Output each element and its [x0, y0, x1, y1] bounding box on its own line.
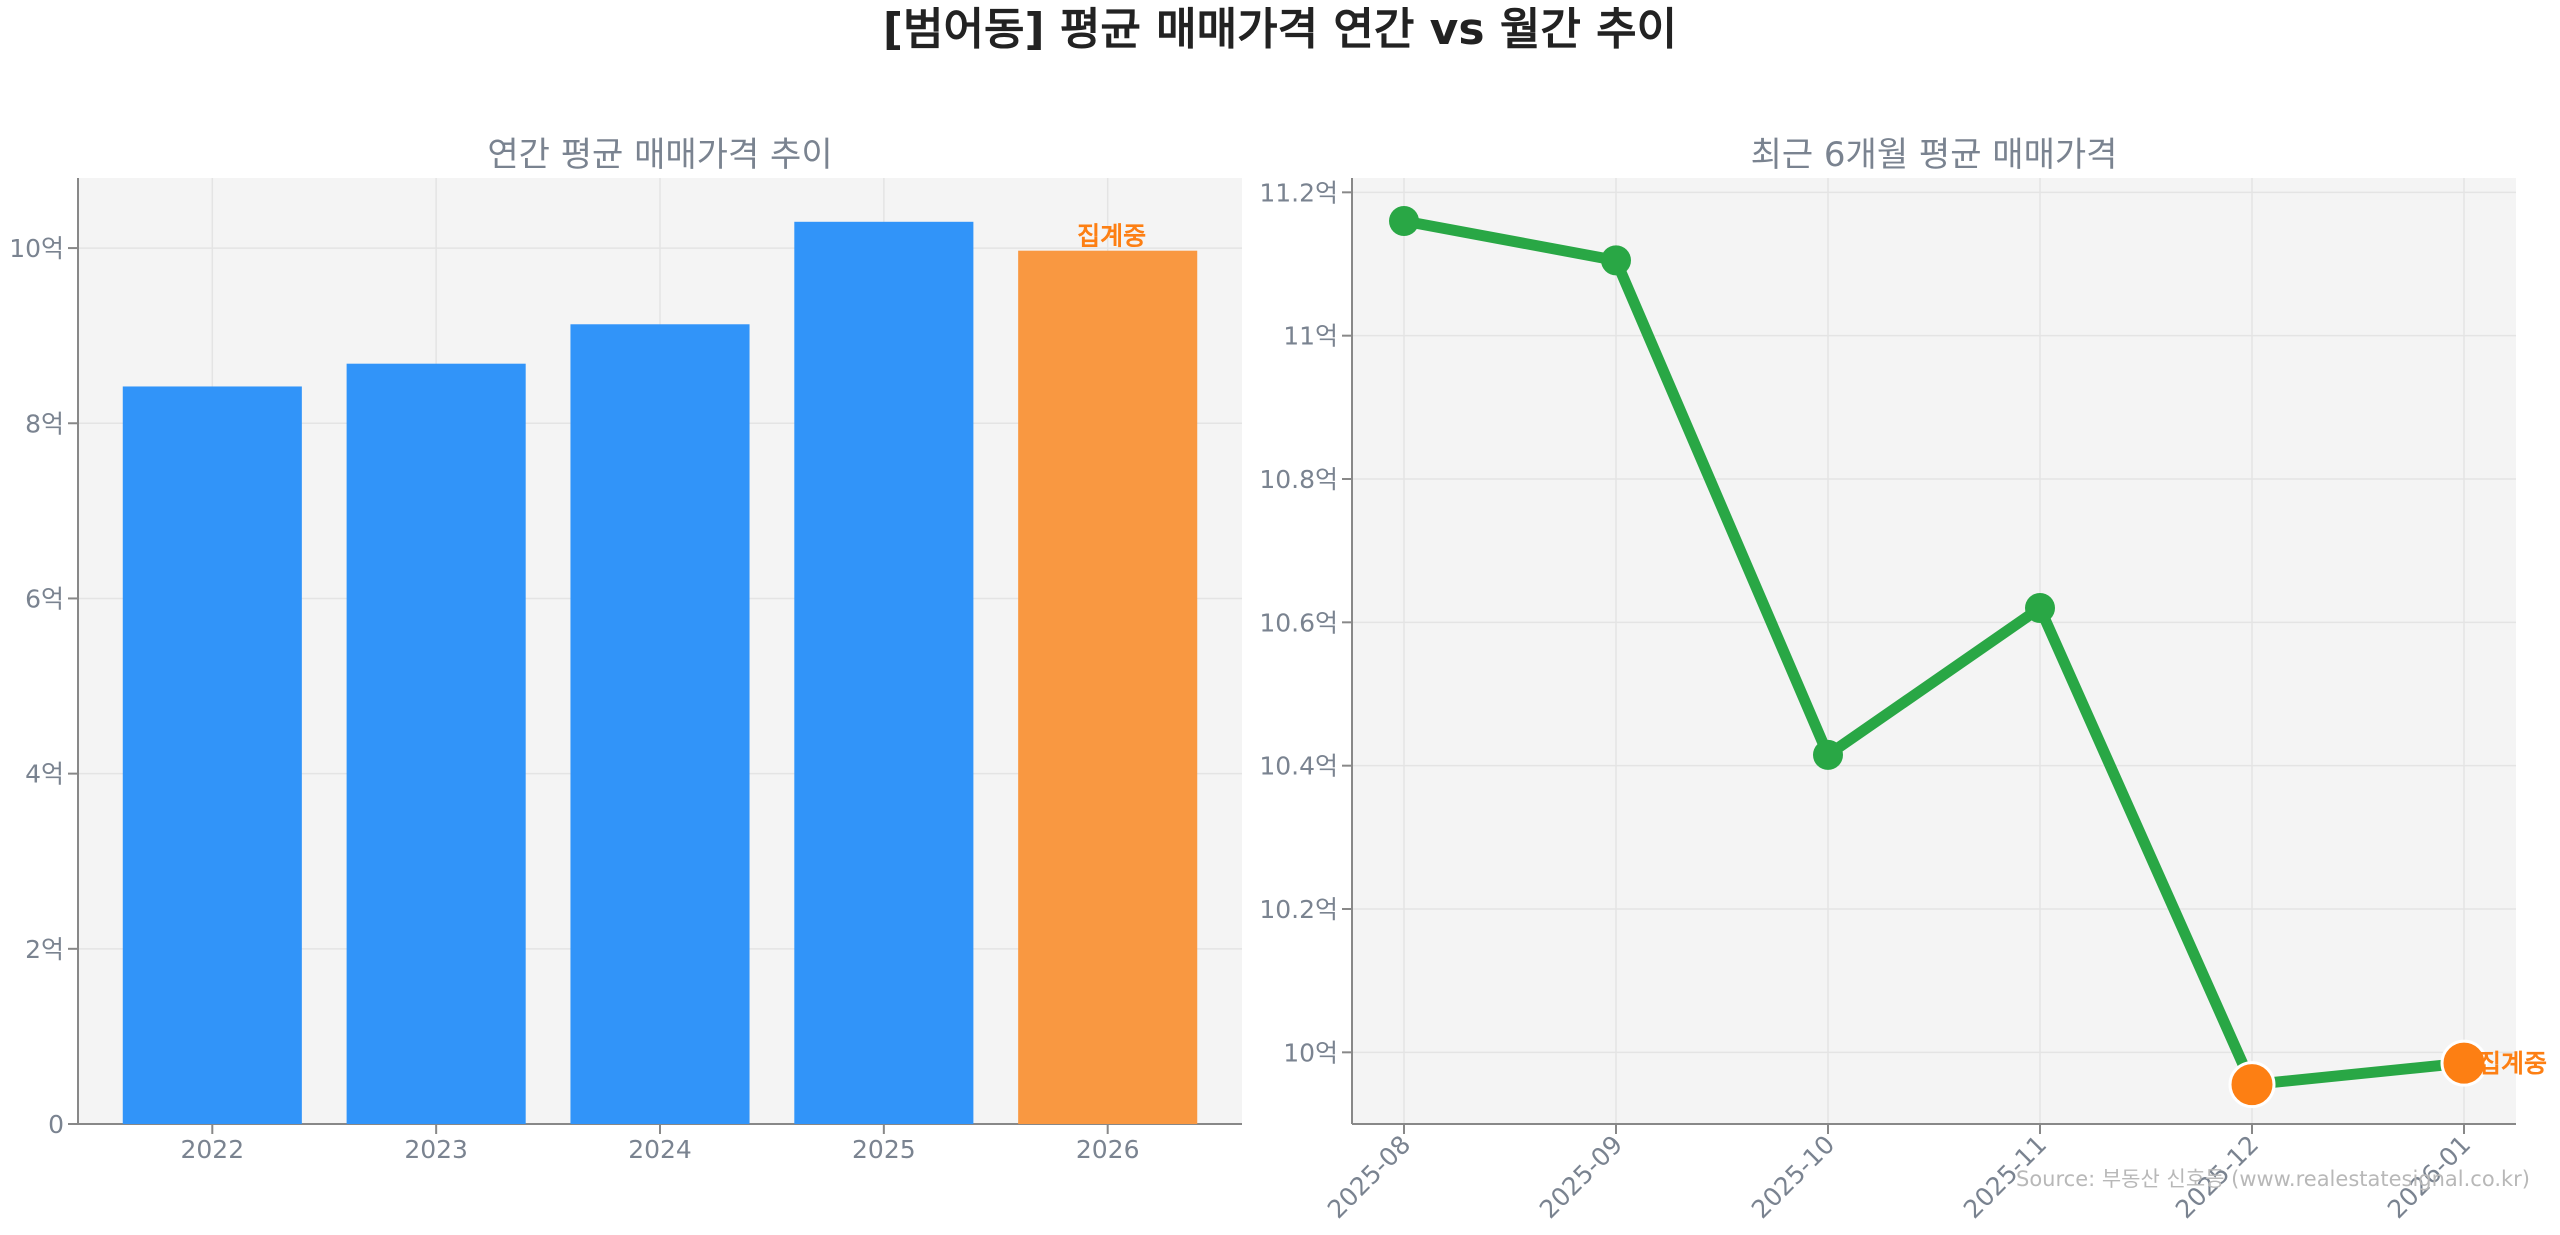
line-y-tick-label: 10.6억	[1259, 608, 1338, 637]
line-point-2025-09	[1601, 245, 1631, 276]
line-x-tick-label: 2025-09	[1534, 1130, 1628, 1224]
bar-2024	[570, 324, 750, 1124]
bar-y-tick-label: 8억	[25, 409, 64, 438]
line-grid	[1352, 178, 2516, 1124]
bar-chart-title: 연간 평균 매매가격 추이	[487, 135, 832, 175]
bar-2025	[794, 221, 974, 1125]
bar-2023	[346, 363, 526, 1124]
line-y-tick-label: 10.4억	[1259, 752, 1338, 781]
bar-y-tick-label: 4억	[25, 760, 64, 789]
line-point-2025-12	[2228, 1061, 2276, 1109]
line-point-2025-10	[1813, 739, 1843, 770]
line-y-tick-label: 10.2억	[1259, 895, 1338, 924]
line-chart-title: 최근 6개월 평균 매매가격	[1751, 135, 2118, 175]
bar-marks	[122, 221, 1198, 1125]
bar-y-tick-label: 10억	[9, 234, 64, 263]
bar-y-tick-label: 0	[48, 1110, 64, 1139]
line-point-2025-11	[2025, 593, 2055, 623]
bar-x-tick-label: 2023	[404, 1135, 468, 1164]
line-marks	[1389, 206, 2488, 1109]
line-point-2026-01	[2440, 1039, 2488, 1087]
line-series	[1398, 215, 2470, 1091]
bar-partial-annotation: 집계중	[1077, 222, 1146, 251]
bar-2022	[122, 386, 302, 1125]
bar-x-tick-label: 2024	[628, 1135, 692, 1164]
bar-x-ticks: 2022 2023 2024 2025 2026	[180, 1124, 1140, 1164]
bar-x-tick-label: 2026	[1076, 1135, 1140, 1164]
line-y-tick-label: 10억	[1283, 1038, 1338, 1067]
line-y-tick-label: 11.2억	[1259, 178, 1338, 207]
bar-2026	[1018, 250, 1198, 1125]
line-point-2025-08	[1389, 206, 1419, 236]
bar-x-tick-label: 2022	[180, 1135, 244, 1164]
figure-title: [범어동] 평균 매매가격 연간 vs 월간 추이	[882, 4, 1678, 55]
bar-x-tick-label: 2025	[852, 1135, 916, 1164]
line-y-ticks: 10억 10.2억 10.4억 10.6억 10.8억 11억 11.2억	[1259, 178, 1352, 1067]
bar-y-ticks: 0 2억 4억 6억 8억 10억	[9, 234, 78, 1139]
source-note: Source: 부동산 신호등 (www.realestatesignal.co…	[2015, 1167, 2530, 1191]
bar-y-tick-label: 2억	[25, 935, 64, 964]
line-x-tick-label: 2025-08	[1322, 1130, 1416, 1224]
line-plot-area	[1352, 178, 2516, 1124]
line-x-tick-label: 2025-10	[1746, 1130, 1840, 1224]
line-y-tick-label: 11억	[1283, 322, 1338, 351]
line-partial-annotation: 집계중	[2478, 1049, 2547, 1078]
bar-y-tick-label: 6억	[25, 584, 64, 613]
line-y-tick-label: 10.8억	[1259, 465, 1338, 494]
